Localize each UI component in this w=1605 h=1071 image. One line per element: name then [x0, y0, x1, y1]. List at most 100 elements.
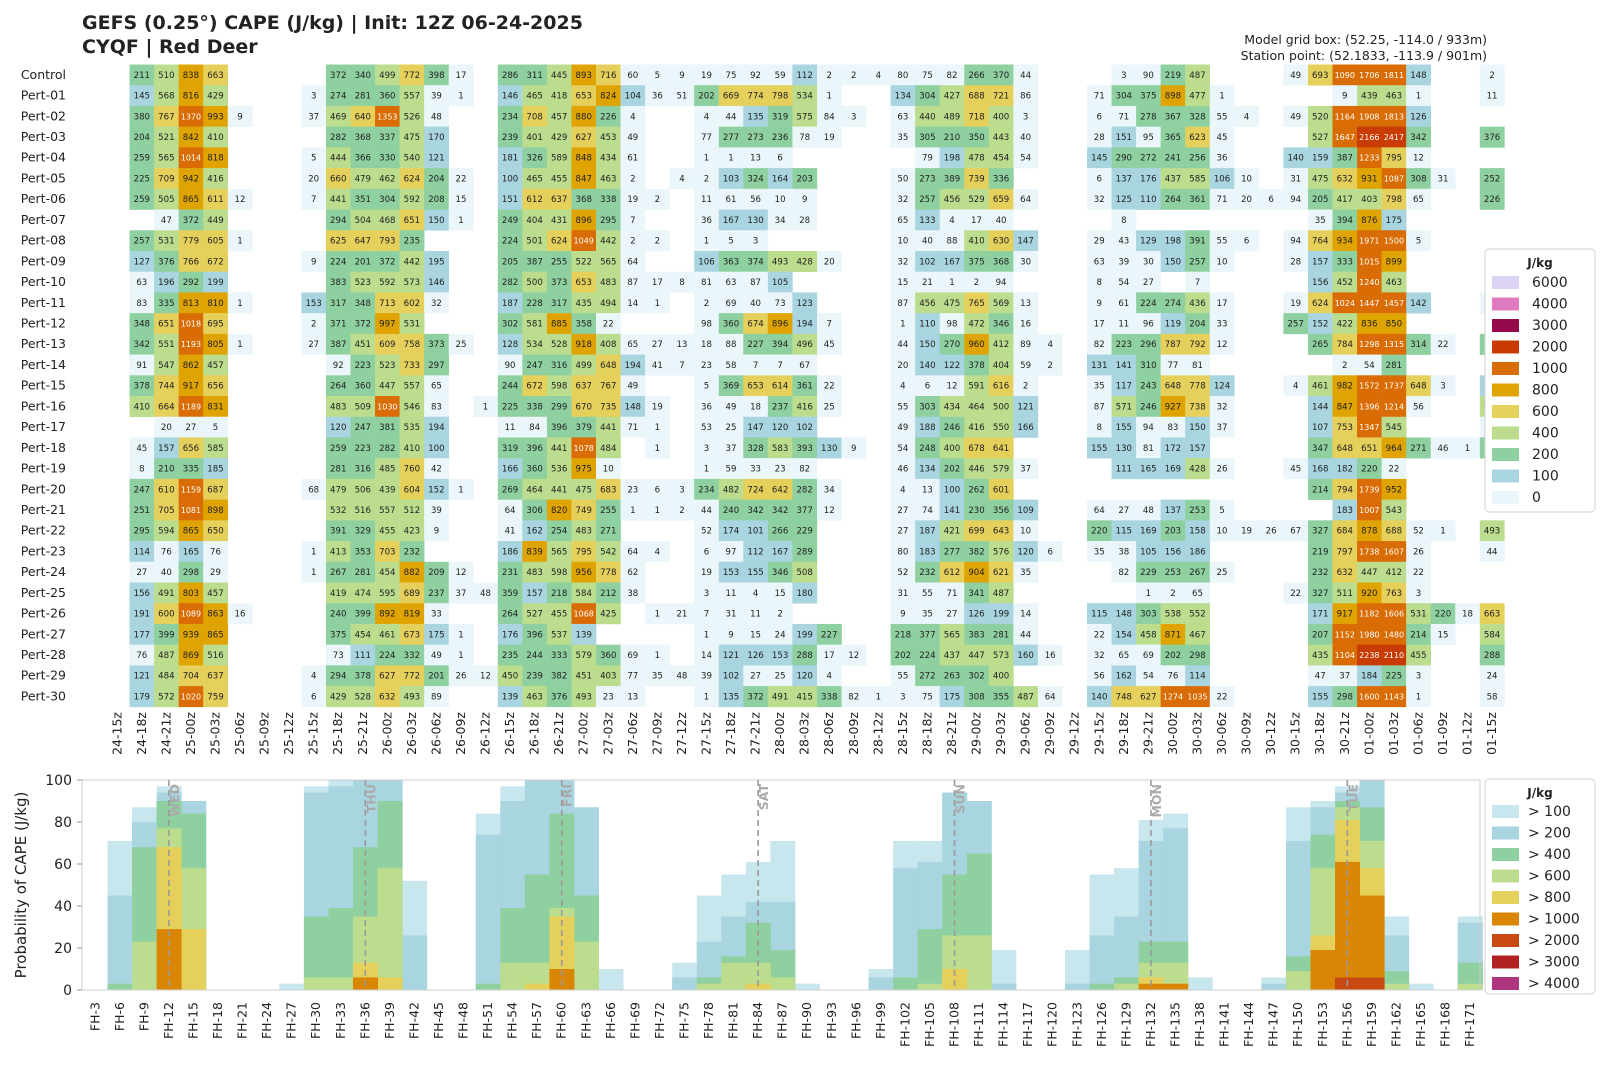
cell-value: 931 [1361, 174, 1377, 184]
cell-value: 760 [404, 465, 420, 475]
heatmap-cell [988, 354, 1014, 376]
heatmap-cell [203, 147, 229, 169]
heatmap-cell [915, 375, 940, 397]
cell-value: 648 [1410, 382, 1426, 392]
heatmap-cell [227, 333, 253, 355]
x-tick-label: FH-102 [897, 1002, 912, 1047]
heatmap-cell [939, 375, 965, 397]
member-label: Pert-08 [21, 233, 66, 248]
cell-value: 202 [895, 651, 911, 661]
cell-value: 493 [576, 692, 592, 702]
cell-value: 674 [747, 320, 763, 330]
cell-value: 208 [428, 195, 444, 205]
cell-value: 264 [502, 610, 518, 620]
cell-value: 585 [1189, 174, 1205, 184]
cell-value: 89 [431, 692, 442, 702]
cell-value: 1 [1146, 589, 1151, 599]
cell-value: 87 [627, 278, 638, 288]
cell-value: 9 [851, 444, 856, 454]
cell-value: 7 [704, 610, 709, 620]
heatmap-cell [203, 105, 229, 127]
cell-value: 1014 [181, 154, 201, 163]
heatmap-cell [522, 188, 548, 210]
heatmap-cell [399, 188, 425, 210]
member-label: Pert-06 [21, 191, 66, 206]
x-tick-label: FH-63 [578, 1002, 593, 1039]
cell-value: 45 [136, 444, 147, 454]
legend-label: > 800 [1528, 890, 1571, 906]
legend-label: > 400 [1528, 847, 1571, 863]
heatmap-cell [694, 105, 720, 127]
heatmap-cell [1185, 354, 1211, 376]
heatmap-cell [1332, 105, 1358, 127]
cell-value: 7 [777, 361, 782, 371]
cell-value: 4 [949, 216, 954, 226]
cell-value: 120 [796, 672, 812, 682]
cell-value: 252 [1484, 174, 1500, 184]
cell-value: 653 [576, 92, 592, 102]
cell-value: 304 [379, 195, 395, 205]
cell-value: 223 [355, 361, 371, 371]
heatmap-cell [350, 230, 376, 252]
x-tick-label: FH-87 [775, 1002, 790, 1039]
probability-bar [770, 977, 796, 990]
heatmap-cell [939, 105, 965, 127]
heatmap-cell [596, 416, 621, 438]
heatmap-cell [1381, 209, 1407, 231]
cell-value: 20 [1241, 195, 1252, 205]
heatmap-cell [743, 416, 769, 438]
cell-value: 2417 [1384, 133, 1404, 142]
cell-value: 4 [753, 589, 758, 599]
heatmap-cell [767, 188, 793, 210]
cell-value: 368 [355, 133, 371, 143]
x-tick-label: FH-27 [284, 1002, 299, 1039]
x-tick-label: FH-15 [185, 1002, 200, 1039]
cell-value: 540 [404, 154, 420, 164]
legend-label: 800 [1532, 383, 1559, 399]
cell-value: 650 [207, 527, 223, 537]
cell-value: 640 [355, 112, 371, 122]
cell-value: 627 [379, 672, 395, 682]
cell-value: 264 [1165, 195, 1181, 205]
heatmap-cell [792, 333, 818, 355]
cell-value: 383 [968, 630, 984, 640]
cell-value: 49 [1290, 71, 1301, 81]
heatmap-cell [154, 437, 179, 459]
cell-value: 61 [627, 154, 638, 164]
heatmap-cell [1087, 168, 1112, 190]
heatmap-cell [154, 209, 179, 231]
heatmap-cell [546, 230, 572, 252]
heatmap-cell [497, 85, 523, 107]
cell-value: 225 [134, 174, 150, 184]
cell-value: 642 [772, 485, 788, 495]
time-label: 28-00z [772, 712, 787, 755]
cell-value: 44 [1487, 547, 1498, 557]
cell-value: 956 [576, 568, 592, 578]
heatmap-cell [350, 396, 376, 418]
heatmap-cell [694, 85, 720, 107]
cell-value: 376 [158, 257, 174, 267]
cell-value: 458 [1140, 630, 1156, 640]
cell-value: 927 [1165, 402, 1181, 412]
cell-value: 35 [1094, 382, 1105, 392]
cell-value: 54 [1143, 672, 1154, 682]
cell-value: 247 [355, 423, 371, 433]
cell-value: 28 [1290, 257, 1301, 267]
heatmap-cell [129, 105, 155, 127]
cell-value: 749 [576, 506, 592, 516]
heatmap-cell [743, 126, 769, 148]
cell-value: 687 [207, 485, 223, 495]
cell-value: 281 [993, 630, 1009, 640]
cell-value: 4 [655, 547, 660, 557]
cell-value: 27 [750, 672, 761, 682]
cell-value: 363 [723, 257, 739, 267]
heatmap-cell [743, 209, 769, 231]
cell-value: 348 [355, 299, 371, 309]
heatmap-cell [154, 168, 179, 190]
heatmap-cell [841, 105, 867, 127]
time-label: 29-09z [1042, 712, 1057, 755]
heatmap-cell [350, 64, 376, 86]
probability-bar [1457, 983, 1483, 990]
time-label: 26-15z [502, 712, 517, 755]
heatmap-cell [988, 64, 1014, 86]
